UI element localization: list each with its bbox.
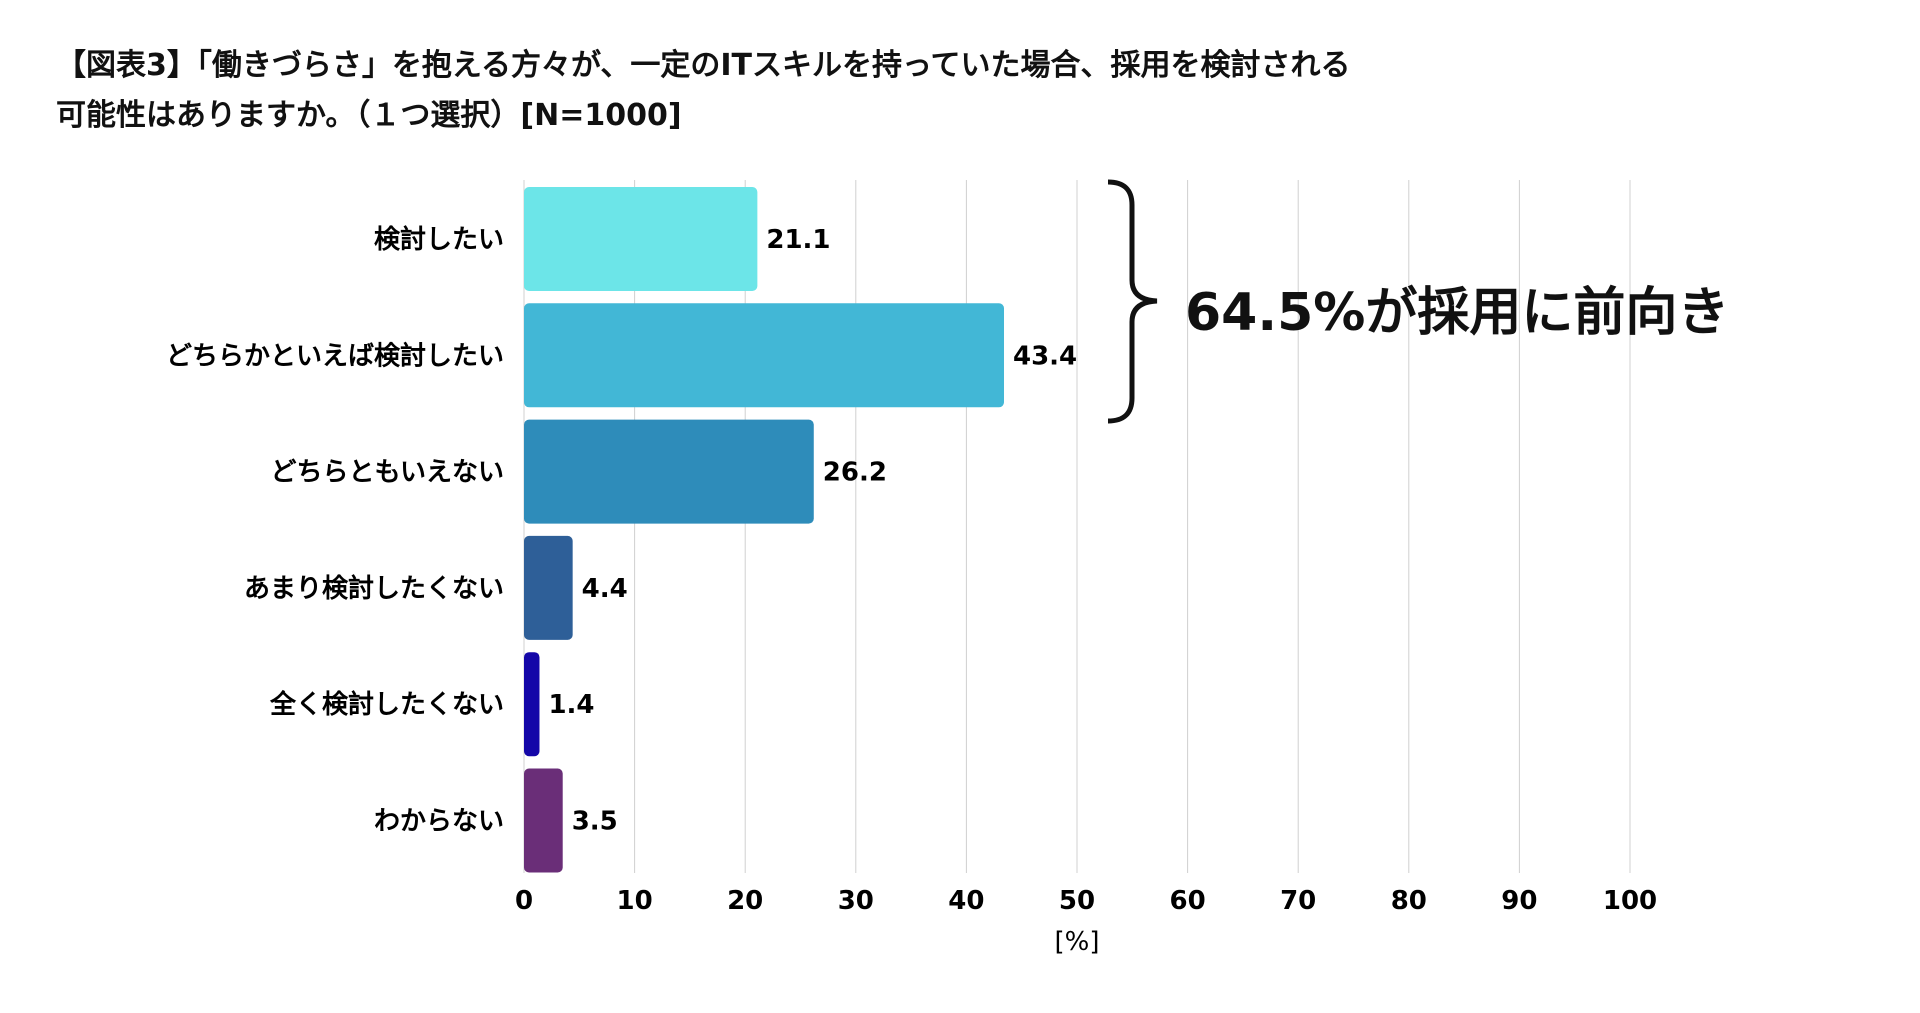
category-label: 全く検討したくない — [269, 689, 504, 720]
x-tick-label: 100 — [1603, 886, 1657, 916]
x-axis-label: [%] — [1055, 927, 1100, 957]
category-label: あまり検討したくない — [244, 573, 504, 604]
data-label: 1.4 — [548, 690, 594, 720]
bar — [524, 768, 563, 873]
x-tick-label: 90 — [1501, 886, 1537, 916]
data-label: 3.5 — [572, 807, 618, 837]
bar — [524, 535, 573, 640]
x-tick-label: 10 — [617, 886, 653, 916]
data-label: 43.4 — [1013, 341, 1077, 371]
chart-title-line-1: 【図表3】「働きづらさ」を抱える方々が、一定のITスキルを持っていた場合、採用を… — [56, 48, 1351, 83]
bar — [524, 652, 540, 757]
x-tick-label: 40 — [948, 886, 984, 916]
annotation-text: 64.5%が採用に前向き — [1185, 283, 1730, 343]
bar — [524, 303, 1005, 408]
bar — [524, 419, 814, 524]
category-label: 検討したい — [374, 224, 504, 255]
x-tick-label: 50 — [1059, 886, 1095, 916]
x-tick-label: 20 — [727, 886, 763, 916]
brace-icon — [1107, 179, 1158, 424]
category-label: どちらともいえない — [271, 458, 504, 488]
x-tick-label: 30 — [838, 886, 874, 916]
category-label: わからない — [374, 807, 504, 837]
chart-title-line-2: 可能性はありますか。（１つ選択）[N=1000] — [56, 98, 682, 133]
category-label: どちらかといえば検討したい — [166, 340, 504, 371]
x-tick-label: 70 — [1280, 886, 1316, 916]
x-tick-label: 0 — [515, 886, 533, 916]
x-tick-label: 60 — [1170, 886, 1206, 916]
data-label: 4.4 — [582, 574, 628, 604]
data-label: 21.1 — [766, 225, 830, 255]
x-tick-label: 80 — [1391, 886, 1427, 916]
data-label: 26.2 — [823, 458, 887, 488]
bar — [524, 187, 758, 291]
